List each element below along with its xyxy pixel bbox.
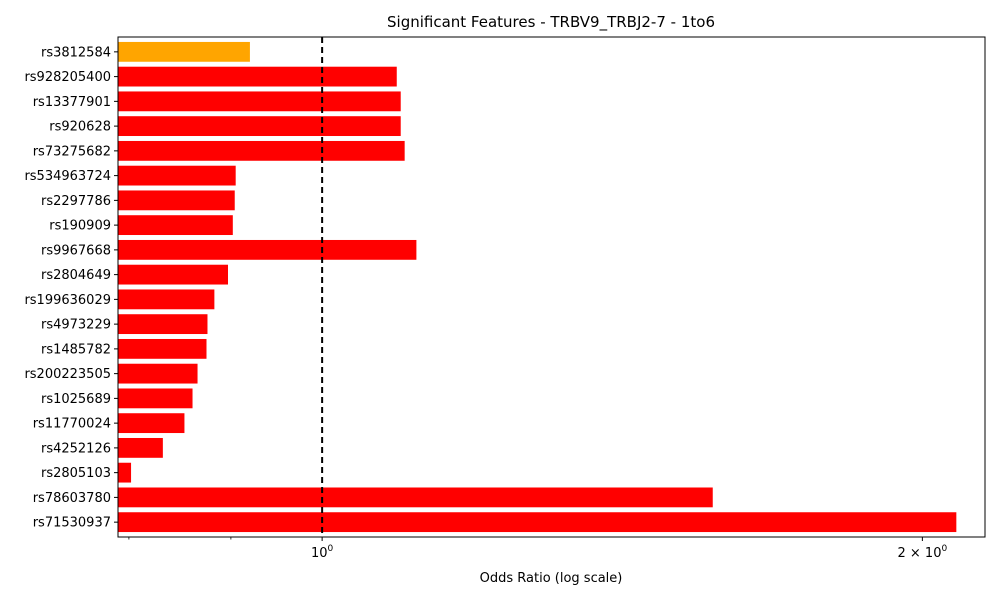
- bar-rs2804649: [118, 264, 228, 285]
- plot-frame: [117, 36, 986, 538]
- y-tick-label-rs1025689: rs1025689: [41, 392, 111, 407]
- y-tick-label-rs13377901: rs13377901: [33, 95, 111, 110]
- chart-title: Significant Features - TRBV9_TRBJ2-7 - 1…: [387, 13, 715, 32]
- x-axis-label: Odds Ratio (log scale): [480, 571, 623, 586]
- y-tick-label-rs199636029: rs199636029: [24, 293, 111, 308]
- y-tick-label-rs78603780: rs78603780: [33, 491, 111, 506]
- bar-rs78603780: [118, 487, 713, 508]
- y-tick-label-rs190909: rs190909: [49, 219, 111, 234]
- bar-rs1025689: [118, 388, 193, 409]
- bar-rs199636029: [118, 289, 215, 310]
- y-tick-label-rs11770024: rs11770024: [33, 417, 111, 432]
- y-tick-label-rs9967668: rs9967668: [41, 243, 111, 258]
- y-tick-label-rs200223505: rs200223505: [24, 367, 111, 382]
- y-tick-label-rs3812584: rs3812584: [41, 45, 111, 60]
- y-tick-label-rs2804649: rs2804649: [41, 268, 111, 283]
- bar-rs190909: [118, 215, 233, 236]
- bar-rs9967668: [118, 239, 417, 260]
- bar-rs3812584: [118, 41, 250, 62]
- y-tick-label-rs2805103: rs2805103: [41, 466, 111, 481]
- bar-rs920628: [118, 116, 401, 137]
- bar-rs534963724: [118, 165, 236, 186]
- bar-rs1485782: [118, 338, 207, 359]
- bar-rs928205400: [118, 66, 397, 87]
- y-tick-label-rs71530937: rs71530937: [33, 516, 111, 531]
- plot-area: rs3812584 rs928205400 rs13377901 rs920628 rs…: [24, 36, 986, 561]
- x-tick-label-1: 2 × 100: [898, 544, 948, 561]
- bar-rs200223505: [118, 363, 198, 384]
- x-tick-label-0: 100: [311, 544, 334, 561]
- y-tick-label-rs2297786: rs2297786: [41, 194, 111, 209]
- y-tick-label-rs4252126: rs4252126: [41, 441, 111, 456]
- y-tick-label-rs534963724: rs534963724: [24, 169, 111, 184]
- y-tick-label-rs920628: rs920628: [49, 120, 111, 135]
- y-tick-label-rs928205400: rs928205400: [24, 70, 111, 85]
- bar-rs2805103: [118, 462, 132, 483]
- bar-rs4252126: [118, 437, 163, 458]
- y-tick-label-rs1485782: rs1485782: [41, 342, 111, 357]
- bar-rs4973229: [118, 314, 208, 335]
- bar-rs2297786: [118, 190, 235, 211]
- bar-rs11770024: [118, 413, 185, 434]
- y-tick-label-rs4973229: rs4973229: [41, 318, 111, 333]
- bar-rs13377901: [118, 91, 401, 112]
- bar-rs73275682: [118, 140, 405, 161]
- y-tick-label-rs73275682: rs73275682: [33, 144, 111, 159]
- bar-rs71530937: [118, 512, 957, 533]
